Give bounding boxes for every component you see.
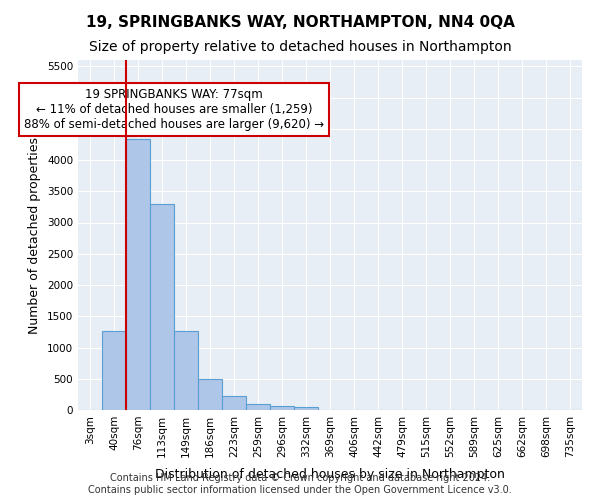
Text: 19 SPRINGBANKS WAY: 77sqm
← 11% of detached houses are smaller (1,259)
88% of se: 19 SPRINGBANKS WAY: 77sqm ← 11% of detac… [24, 88, 324, 131]
Bar [126, 139, 150, 410]
Bar [270, 406, 294, 410]
X-axis label: Distribution of detached houses by size in Northampton: Distribution of detached houses by size … [155, 468, 505, 481]
Bar [174, 331, 198, 410]
Text: Size of property relative to detached houses in Northampton: Size of property relative to detached ho… [89, 40, 511, 54]
Y-axis label: Number of detached properties: Number of detached properties [28, 136, 41, 334]
Text: Contains HM Land Registry data © Crown copyright and database right 2024.
Contai: Contains HM Land Registry data © Crown c… [88, 474, 512, 495]
Bar [246, 404, 270, 410]
Bar [198, 380, 222, 410]
Bar [294, 406, 318, 410]
Bar [150, 204, 174, 410]
Text: 19, SPRINGBANKS WAY, NORTHAMPTON, NN4 0QA: 19, SPRINGBANKS WAY, NORTHAMPTON, NN4 0Q… [86, 15, 514, 30]
Bar [102, 331, 126, 410]
Bar [222, 396, 246, 410]
